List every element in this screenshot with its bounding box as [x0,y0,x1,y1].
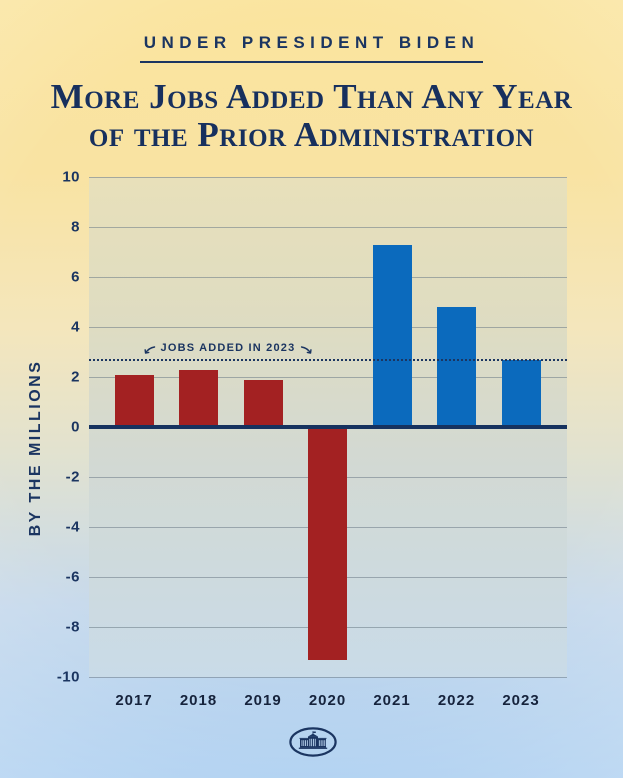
bar-2019 [243,379,283,427]
x-axis-label-2017: 2017 [115,692,153,709]
x-axis-labels: 2017 2018 2019 2020 2021 2022 2023 [89,692,567,712]
gridline [89,676,567,678]
x-axis-label-2023: 2023 [502,692,540,709]
y-tick-label: -2 [65,468,80,486]
bar-2023 [501,359,541,427]
gridline [89,226,567,228]
plot-area: JOBS ADDED IN 2023 [89,176,567,678]
title-line-2: of the Prior Administration [88,115,535,154]
x-axis-label-2022: 2022 [437,692,476,709]
x-axis-label-2021: 2021 [373,692,411,709]
y-tick-label: -8 [65,618,80,636]
bar-2020 [308,427,347,660]
y-tick-label: -10 [56,668,80,686]
x-axis-label-2018: 2018 [179,692,218,709]
page-title: More Jobs Added Than Any Year of the Pri… [0,78,623,154]
kicker-text: UNDER PRESIDENT BIDEN [139,33,484,63]
y-tick-label: -6 [65,568,80,586]
zero-axis-line [89,425,567,429]
reference-line [89,358,567,361]
bar-2021 [372,244,412,427]
y-tick-label: 6 [71,268,80,286]
reference-line-text: JOBS ADDED IN 2023 [160,341,296,354]
kicker-row: UNDER PRESIDENT BIDEN [0,33,623,63]
gridline [89,376,567,378]
curved-arrow-right-icon [300,345,312,354]
reference-line-label: JOBS ADDED IN 2023 [144,342,313,354]
y-tick-label: 8 [71,218,80,236]
curved-arrow-left-icon [144,345,156,354]
bar-2022 [437,307,476,427]
y-tick-label: 0 [71,418,80,436]
y-tick-label: 2 [71,368,80,386]
y-tick-label: 10 [62,168,80,186]
bar-2017 [114,374,154,427]
gridline [89,176,567,178]
y-axis-tick-labels: 10 8 6 4 2 0 -2 -4 -6 -8 -10 [0,169,80,686]
y-axis-title: BY THE MILLIONS [27,359,44,537]
y-tick-label: -4 [65,518,80,536]
x-axis-label-2019: 2019 [244,692,282,709]
gridline [89,276,567,278]
bar-2018 [179,369,218,427]
white-house-logo-icon [289,727,337,757]
gridline [89,326,567,328]
x-axis-label-2020: 2020 [308,692,347,709]
y-tick-label: 4 [71,318,80,336]
title-line-1: More Jobs Added Than Any Year [50,77,573,116]
